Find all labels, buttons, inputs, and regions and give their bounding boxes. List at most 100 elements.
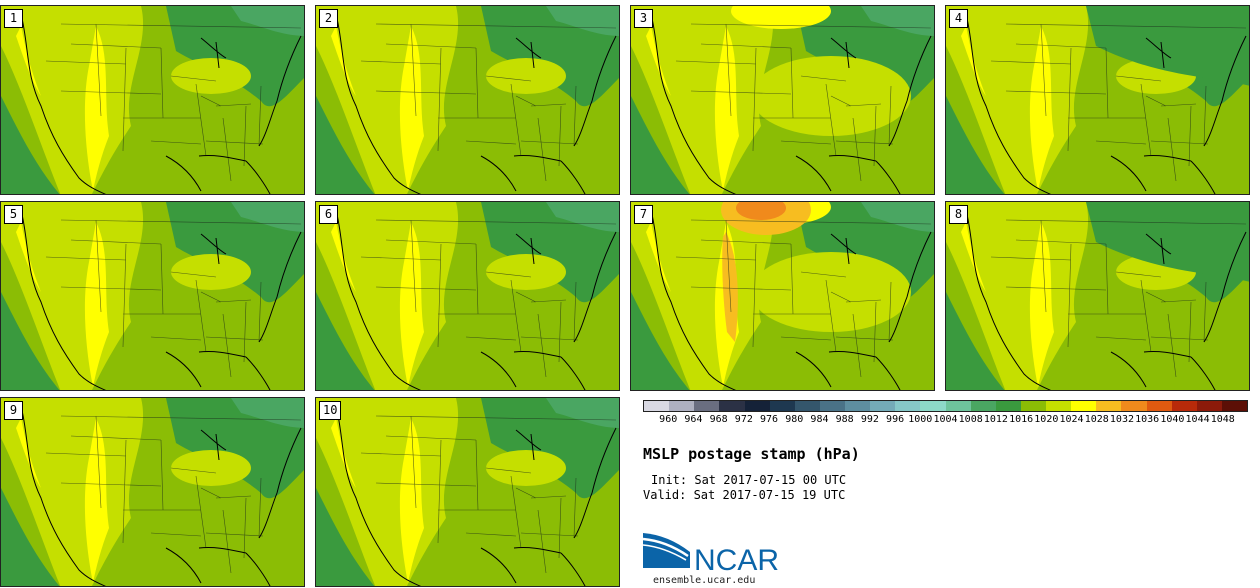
colorbar-tick-label: 1032	[1109, 414, 1134, 425]
mslp-map	[316, 202, 619, 390]
colorbar-tick-label: 1048	[1210, 414, 1235, 425]
colorbar-tick-label: 972	[734, 414, 753, 425]
colorbar-swatch	[1221, 401, 1247, 411]
mslp-map	[946, 6, 1249, 194]
western-plateau	[1, 398, 144, 586]
colorbar-tick-label: 1008	[958, 414, 983, 425]
ensemble-member-panel: 7	[630, 201, 935, 391]
member-number: 2	[319, 9, 338, 28]
mslp-map	[946, 202, 1249, 390]
rockies-high	[84, 222, 109, 387]
colorbar-swatch	[1171, 401, 1197, 411]
ncar-logo: NCAR ensemble.ucar.edu	[642, 533, 779, 586]
coastline	[965, 209, 1247, 390]
rockies-high	[1029, 222, 1054, 387]
colorbar-swatch	[1096, 401, 1122, 411]
state-borders	[675, 219, 932, 378]
ncar-wordmark: NCAR	[694, 544, 779, 577]
coastline	[335, 13, 617, 194]
colorbar-swatch	[1146, 401, 1172, 411]
northeast-low	[481, 202, 619, 303]
ncar-logo-swoosh-line	[642, 537, 689, 557]
central-high	[486, 254, 566, 290]
northeast-lowest	[861, 6, 934, 36]
colorbar-swatch	[794, 401, 820, 411]
colorbar-tick-label: 1016	[1009, 414, 1034, 425]
colorbar-swatch	[970, 401, 996, 411]
coastline	[965, 13, 1247, 194]
colorbar-tick-label: 996	[886, 414, 905, 425]
western-plateau	[631, 202, 774, 390]
pacific-low	[1, 292, 60, 390]
rockies-orange	[722, 232, 738, 342]
colorbar-tick-label: 968	[709, 414, 728, 425]
rockies-high	[399, 26, 424, 191]
central-high	[171, 58, 251, 94]
pacific-low	[1, 488, 60, 586]
western-plateau	[316, 6, 459, 194]
colorbar-swatch	[769, 401, 795, 411]
colorbar-swatch	[644, 401, 670, 411]
state-borders	[675, 23, 932, 182]
member-number: 4	[949, 9, 968, 28]
chart-title: MSLP postage stamp (hPa)	[643, 445, 860, 463]
colorbar-swatch	[995, 401, 1021, 411]
coastline	[650, 13, 932, 194]
rockies-high	[399, 222, 424, 387]
ncar-logo-swoosh-line	[642, 544, 687, 561]
colorbar-swatch	[1121, 401, 1147, 411]
valid-time: Valid: Sat 2017-07-15 19 UTC	[643, 488, 846, 502]
coastline	[20, 405, 302, 586]
member-number: 9	[4, 401, 23, 420]
central-high	[486, 450, 566, 486]
central-high	[171, 450, 251, 486]
northeast-low	[481, 398, 619, 499]
colorbar-swatch	[920, 401, 946, 411]
northeast-lowest	[231, 398, 304, 428]
ensemble-member-panel: 4	[945, 5, 1250, 195]
ensemble-member-panel: 10	[315, 397, 620, 587]
rockies-high	[714, 26, 739, 191]
mslp-map	[631, 6, 934, 194]
northeast-low	[481, 6, 619, 107]
member-number: 3	[634, 9, 653, 28]
member-number: 1	[4, 9, 23, 28]
colorbar-swatch	[870, 401, 896, 411]
colorbar-labels: 960 964 968 972 976 980 984 988 992 996 1000 1004 10…	[628, 414, 1258, 428]
colorbar-swatch	[845, 401, 871, 411]
colorbar-tick-label: 1004	[933, 414, 958, 425]
mslp-map	[631, 202, 934, 390]
colorbar-tick-label: 984	[810, 414, 829, 425]
state-borders	[45, 415, 302, 574]
north-high-core	[736, 202, 786, 220]
colorbar-tick-label: 1012	[983, 414, 1008, 425]
colorbar-swatch	[819, 401, 845, 411]
colorbar-tick-label: 964	[684, 414, 703, 425]
pacific-low	[631, 292, 690, 390]
colorbar-tick-label: 992	[860, 414, 879, 425]
coastline	[20, 209, 302, 390]
northeast-lowest	[861, 202, 934, 232]
northeast-lowest	[231, 202, 304, 232]
colorbar-swatch	[1046, 401, 1072, 411]
colorbar-tick-label: 1036	[1135, 414, 1160, 425]
colorbar-tick-label: 1040	[1160, 414, 1185, 425]
member-number: 7	[634, 205, 653, 224]
ensemble-member-panel: 5	[0, 201, 305, 391]
colorbar-tick-label: 1044	[1185, 414, 1210, 425]
mslp-map	[316, 398, 619, 586]
western-plateau	[946, 6, 1089, 194]
pacific-low	[316, 488, 375, 586]
colorbar-swatch	[1071, 401, 1097, 411]
pacific-low	[946, 96, 1005, 194]
colorbar-swatch	[719, 401, 745, 411]
colorbar-swatch	[895, 401, 921, 411]
coastline	[20, 13, 302, 194]
colorbar-tick-label: 1020	[1034, 414, 1059, 425]
ensemble-member-panel: 6	[315, 201, 620, 391]
colorbar-swatch	[945, 401, 971, 411]
central-high	[171, 254, 251, 290]
ensemble-member-panel: 2	[315, 5, 620, 195]
rockies-high	[84, 26, 109, 191]
northeast-low	[166, 6, 304, 107]
